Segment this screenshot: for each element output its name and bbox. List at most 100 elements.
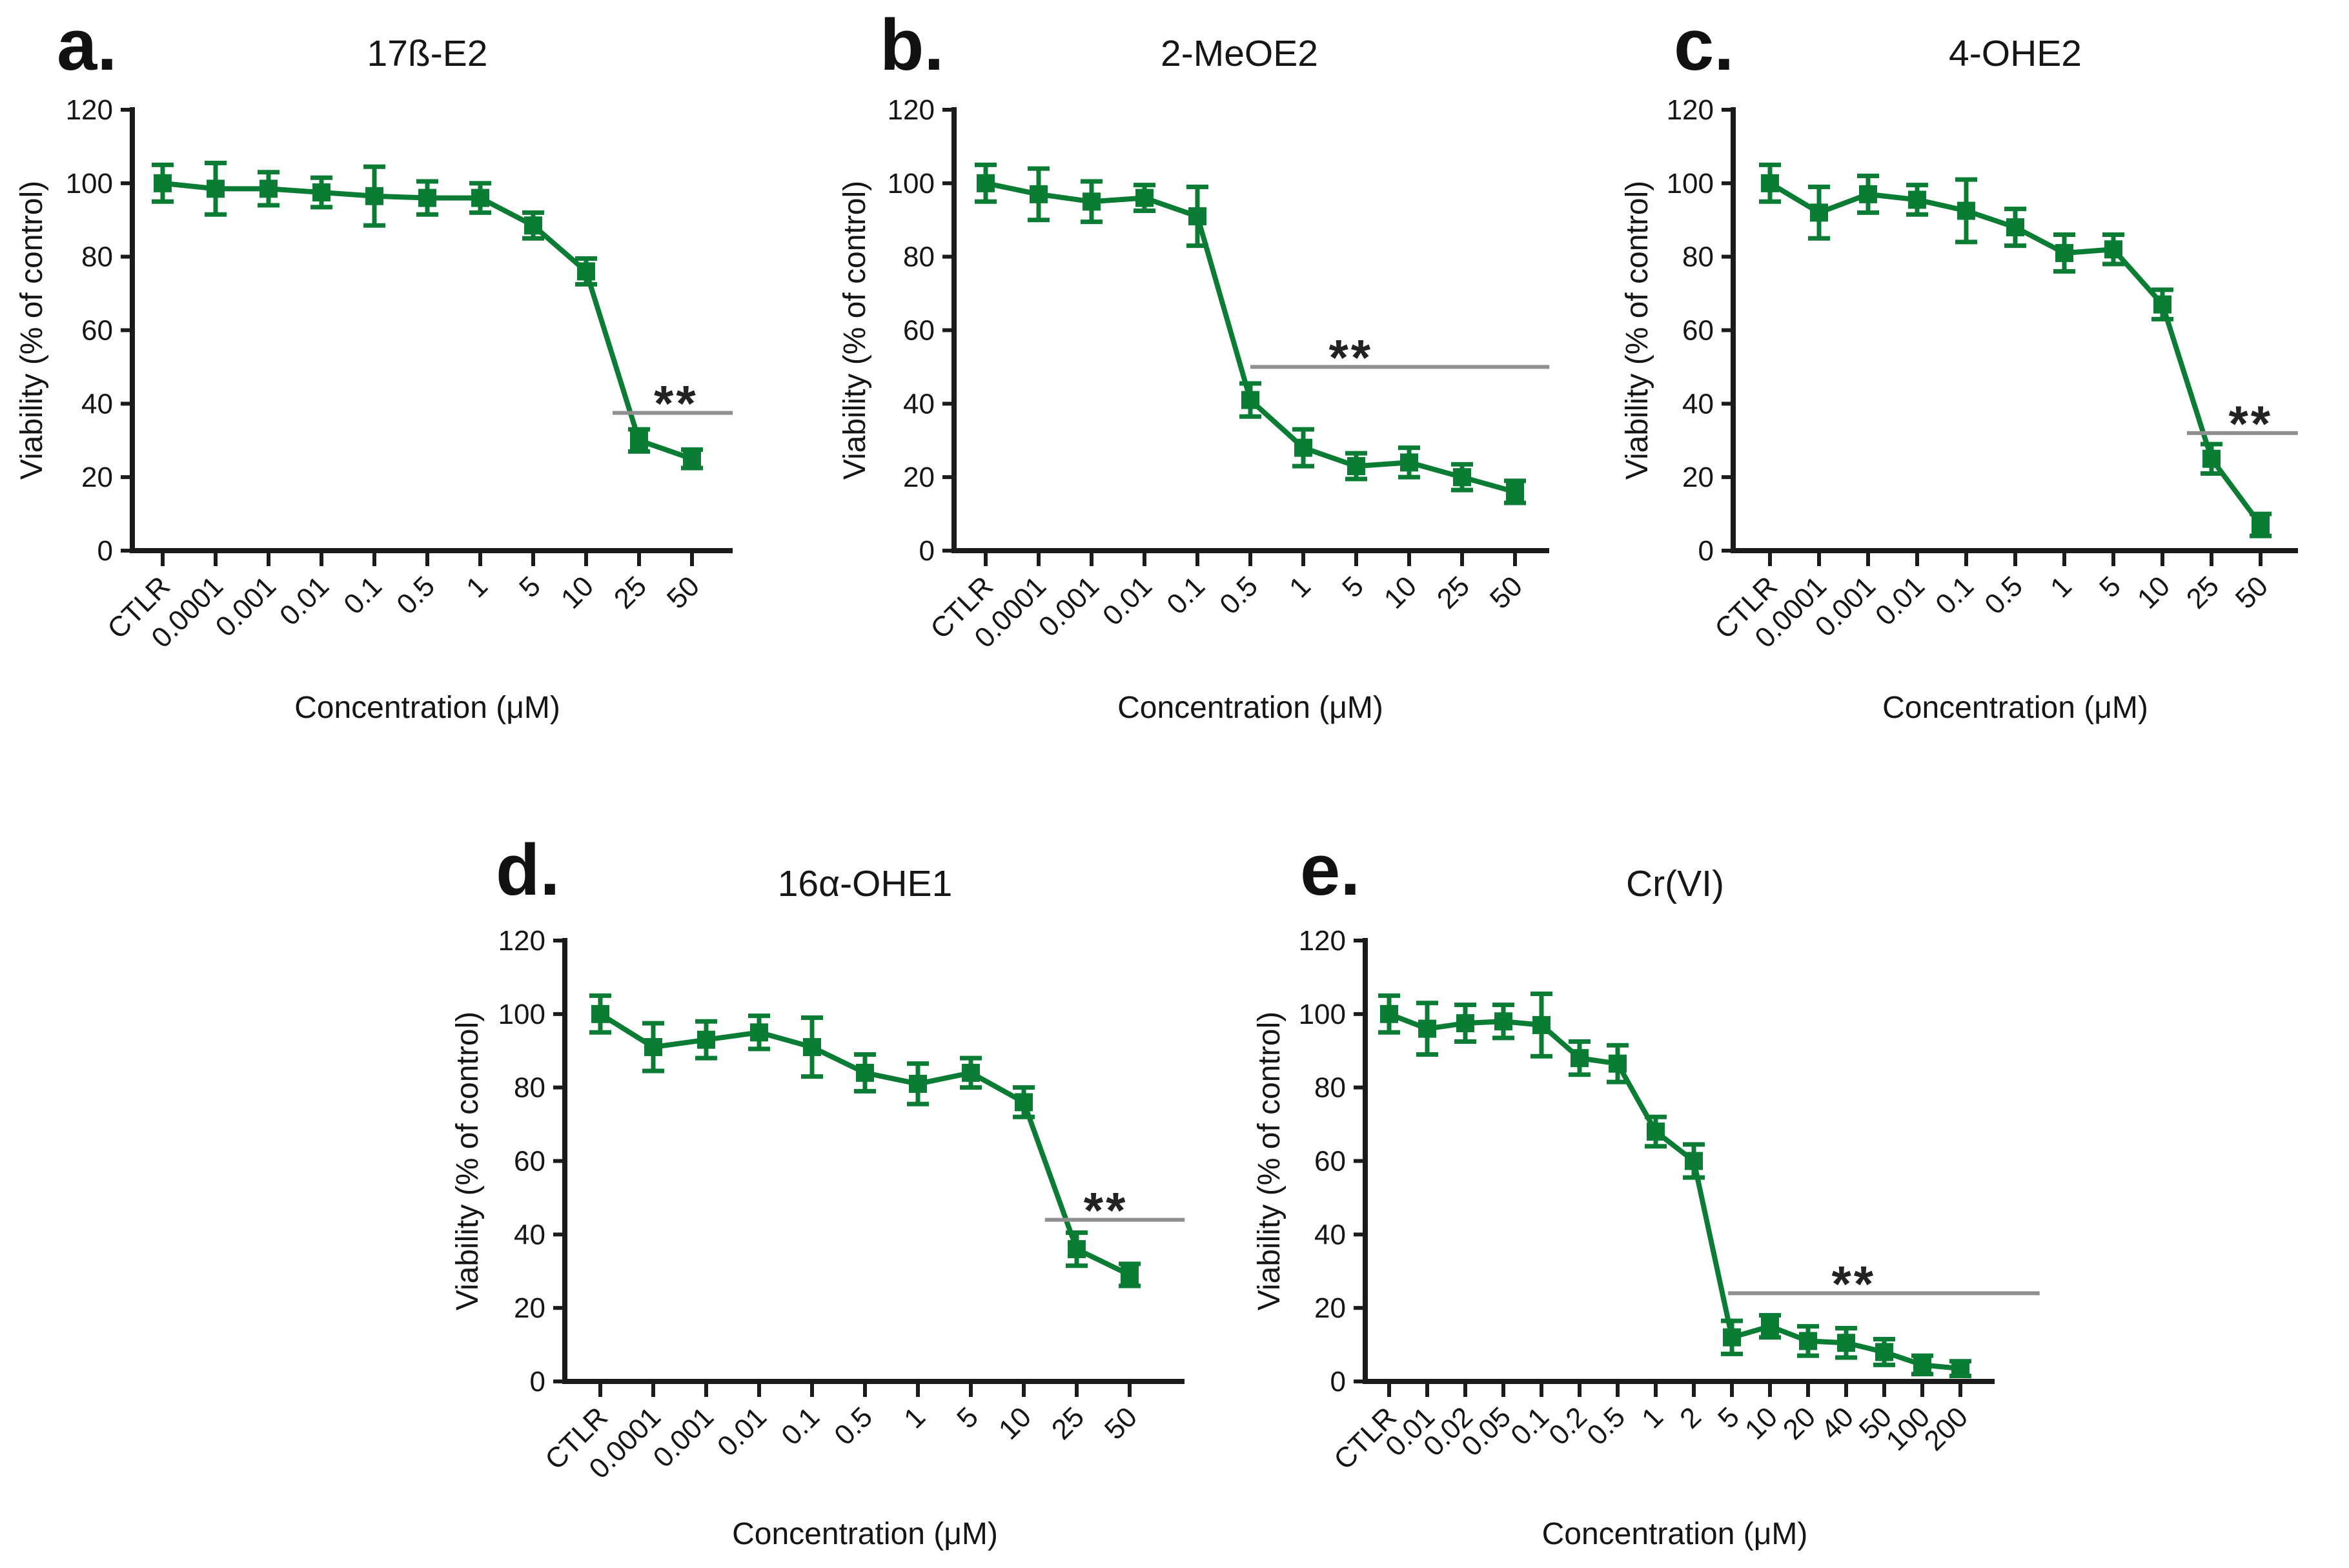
y-tick-label: 40 bbox=[1314, 1219, 1346, 1250]
data-point bbox=[1647, 1122, 1665, 1141]
x-tick-label: 1 bbox=[2044, 570, 2078, 604]
significance-stars: ** bbox=[2228, 395, 2273, 452]
x-tick-label: 10 bbox=[555, 570, 600, 615]
data-point bbox=[1837, 1334, 1855, 1352]
x-tick-label: 10 bbox=[2131, 570, 2176, 615]
y-tick-label: 100 bbox=[888, 168, 935, 199]
error-bars bbox=[1378, 992, 1971, 1378]
series-line bbox=[983, 180, 1518, 494]
data-point bbox=[1400, 453, 1418, 472]
y-tick-group: 0 20 40 60 80 100 120 bbox=[888, 94, 954, 567]
data-point bbox=[259, 179, 278, 198]
x-tick-label: 50 bbox=[1484, 570, 1529, 615]
y-tick-label: 0 bbox=[1698, 535, 1714, 567]
data-point bbox=[591, 1004, 609, 1023]
series-markers bbox=[977, 174, 1524, 501]
significance-stars: ** bbox=[654, 375, 698, 432]
data-point bbox=[1875, 1343, 1893, 1361]
data-point bbox=[1188, 207, 1206, 226]
data-point bbox=[1723, 1328, 1741, 1347]
x-tick-label: 0.001 bbox=[1033, 570, 1106, 643]
series-markers bbox=[154, 174, 701, 468]
data-point bbox=[1532, 1015, 1551, 1034]
y-tick-label: 40 bbox=[81, 388, 113, 420]
x-tick-label: 0.1 bbox=[338, 570, 388, 620]
data-point bbox=[683, 449, 701, 468]
data-point bbox=[1908, 190, 1926, 209]
y-tick-label: 0 bbox=[1330, 1366, 1346, 1398]
y-tick-group: 0 20 40 60 80 100 120 bbox=[498, 925, 565, 1398]
data-point bbox=[977, 174, 995, 192]
x-axis-label: Concentration (μM) bbox=[732, 1517, 998, 1551]
y-tick-label: 100 bbox=[498, 999, 545, 1030]
y-axis-label: Viability (% of control) bbox=[1620, 181, 1654, 480]
data-point bbox=[1761, 174, 1779, 192]
data-point bbox=[1015, 1093, 1033, 1112]
panel-letter-a: a. bbox=[57, 5, 117, 85]
x-tick-label: 1 bbox=[1283, 570, 1317, 604]
series-markers bbox=[591, 1004, 1139, 1284]
data-point bbox=[1456, 1014, 1474, 1033]
data-point bbox=[1951, 1359, 1969, 1378]
x-tick-label: 2 bbox=[1674, 1401, 1707, 1434]
x-tick-label: 50 bbox=[1099, 1401, 1143, 1445]
data-point bbox=[207, 179, 225, 198]
data-point bbox=[2006, 218, 2024, 237]
data-point bbox=[1294, 438, 1312, 457]
x-tick-label: 0.01 bbox=[274, 570, 335, 631]
y-tick-label: 120 bbox=[1299, 925, 1346, 957]
panel-letter-d: d. bbox=[496, 830, 560, 910]
x-axis-label: Concentration (μM) bbox=[1542, 1517, 1808, 1551]
data-point bbox=[1761, 1317, 1779, 1336]
data-point bbox=[312, 183, 330, 202]
error-bars bbox=[152, 161, 703, 471]
y-tick-group: 0 20 40 60 80 100 120 bbox=[1667, 94, 1733, 567]
x-tick-label: 1 bbox=[898, 1401, 931, 1434]
y-tick-label: 20 bbox=[514, 1292, 545, 1324]
panel-letter-b: b. bbox=[880, 5, 944, 85]
y-tick-label: 60 bbox=[81, 315, 113, 347]
x-tick-label: 25 bbox=[1431, 570, 1476, 615]
data-point bbox=[1453, 468, 1471, 487]
y-tick-label: 0 bbox=[97, 535, 113, 567]
chart-panel-c: 020406080100120CTLR0.00010.0010.010.10.5… bbox=[1620, 94, 2298, 725]
x-tick-label: 1 bbox=[1636, 1401, 1669, 1434]
x-tick-label: 25 bbox=[1046, 1401, 1090, 1445]
x-tick-label: 0.1 bbox=[775, 1401, 826, 1451]
y-tick-label: 120 bbox=[66, 94, 113, 126]
x-tick-label: 0.5 bbox=[1581, 1401, 1631, 1451]
data-point bbox=[1380, 1004, 1398, 1023]
data-point bbox=[1913, 1356, 1931, 1374]
data-point bbox=[1799, 1332, 1817, 1350]
data-point bbox=[1609, 1054, 1627, 1073]
y-tick-label: 20 bbox=[1682, 462, 1714, 493]
data-point bbox=[365, 187, 383, 205]
y-tick-group: 0 20 40 60 80 100 120 bbox=[1299, 925, 1365, 1398]
x-tick-label: 5 bbox=[951, 1401, 984, 1434]
x-axis-label: Concentration (μM) bbox=[1117, 691, 1383, 725]
data-point bbox=[1506, 482, 1524, 501]
y-tick-label: 80 bbox=[1682, 241, 1714, 273]
data-point bbox=[2055, 243, 2073, 262]
data-point bbox=[1241, 391, 1259, 409]
data-point bbox=[154, 174, 172, 192]
data-point bbox=[1121, 1265, 1139, 1284]
y-tick-label: 120 bbox=[498, 925, 545, 957]
data-point bbox=[1957, 201, 1975, 220]
x-tick-label: 0.1 bbox=[1161, 570, 1211, 620]
data-point bbox=[750, 1023, 768, 1042]
x-tick-label: 5 bbox=[1712, 1401, 1745, 1434]
y-tick-label: 40 bbox=[514, 1219, 545, 1250]
y-tick-label: 20 bbox=[903, 462, 935, 493]
series-markers bbox=[1380, 1004, 1969, 1378]
x-tick-label: 0.01 bbox=[1869, 570, 1931, 631]
data-point bbox=[697, 1030, 715, 1049]
x-tick-label: 0.01 bbox=[1097, 570, 1158, 631]
y-tick-label: 100 bbox=[1667, 168, 1714, 199]
x-tick-label: 25 bbox=[608, 570, 653, 615]
data-point bbox=[856, 1063, 874, 1082]
